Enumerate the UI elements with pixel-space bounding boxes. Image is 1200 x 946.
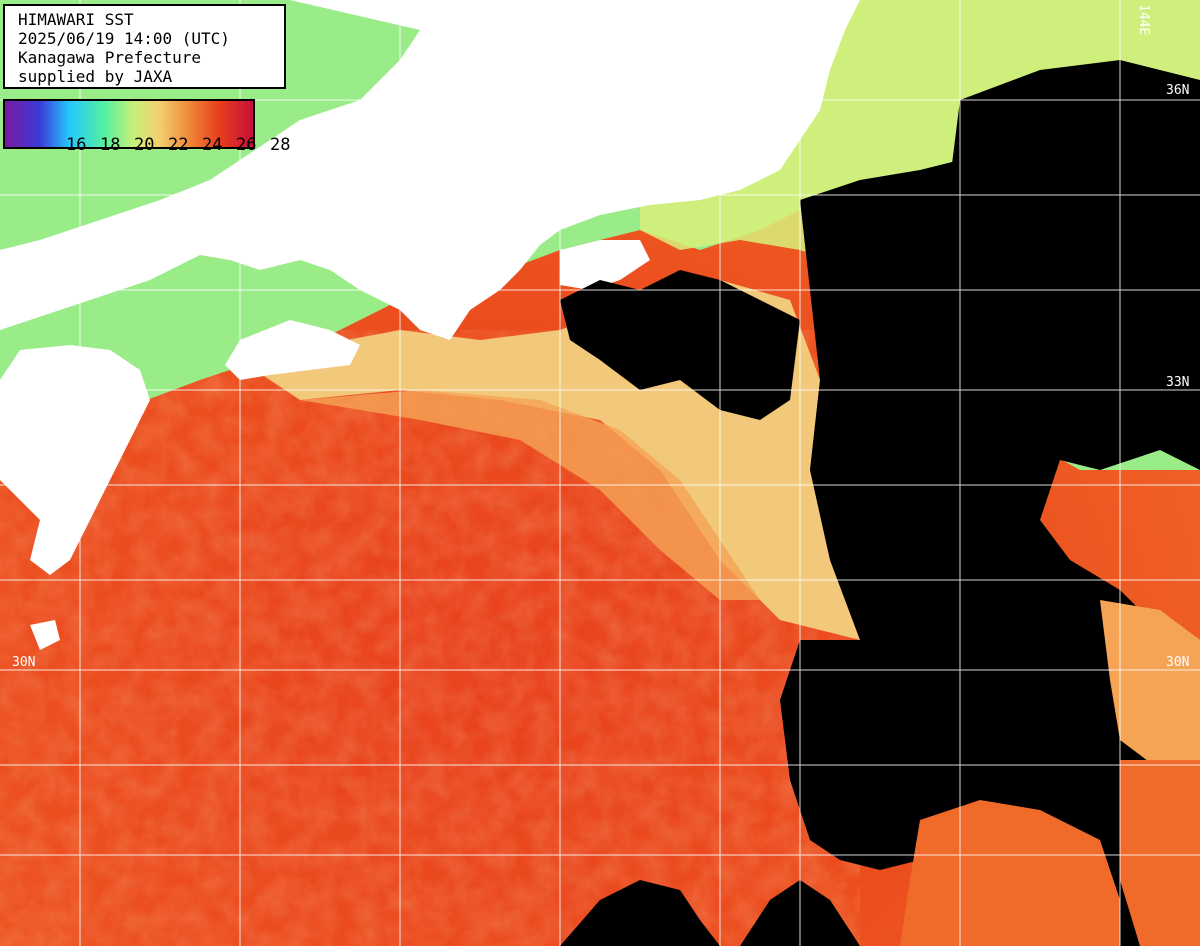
warm-patch-far-e bbox=[1120, 760, 1200, 946]
title-line-1: HIMAWARI SST bbox=[18, 10, 134, 29]
cloud-bottom-left bbox=[560, 880, 720, 946]
title-line-2: 2025/06/19 14:00 (UTC) bbox=[18, 29, 230, 48]
lat-label-30n-right: 30N bbox=[1166, 655, 1189, 670]
legend-tick: 26 bbox=[235, 135, 257, 155]
cloud-north-east bbox=[950, 60, 1200, 260]
land-tanegashima bbox=[30, 620, 60, 650]
legend-tick: 20 bbox=[133, 135, 155, 155]
legend-tick: 28 bbox=[269, 135, 291, 155]
legend-tick: 18 bbox=[99, 135, 121, 155]
title-line-3: Kanagawa Prefecture bbox=[18, 48, 202, 67]
legend-ticks: 16 18 20 22 24 26 28 bbox=[25, 115, 304, 175]
land-shikoku bbox=[225, 320, 360, 380]
legend-gradient bbox=[5, 101, 253, 147]
warm-patch-e bbox=[1100, 600, 1200, 770]
legend-tick: 22 bbox=[167, 135, 189, 155]
warm-patch-se bbox=[900, 800, 1120, 946]
legend-tick: 16 bbox=[65, 135, 87, 155]
lon-label-130e: 130E bbox=[492, 4, 507, 35]
legend-tick: 24 bbox=[201, 135, 223, 155]
cloud-east bbox=[780, 90, 1200, 946]
land-kii bbox=[560, 240, 650, 290]
color-legend: 16 18 20 22 24 26 28 bbox=[3, 99, 290, 155]
title-line-4: supplied by JAXA bbox=[18, 67, 173, 86]
lon-label-144e: 144E bbox=[1136, 4, 1151, 35]
mid-sea-band-2 bbox=[300, 390, 760, 600]
lat-label-33n: 33N bbox=[1166, 375, 1189, 390]
lat-label-30n-left: 30N bbox=[12, 655, 35, 670]
lat-label-36n: 36N bbox=[1166, 83, 1189, 98]
title-block: HIMAWARI SST 2025/06/19 14:00 (UTC) Kana… bbox=[3, 4, 286, 89]
land-honshu bbox=[0, 0, 860, 340]
land-kyushu bbox=[0, 345, 150, 575]
cloud-kii-channel bbox=[560, 270, 800, 420]
